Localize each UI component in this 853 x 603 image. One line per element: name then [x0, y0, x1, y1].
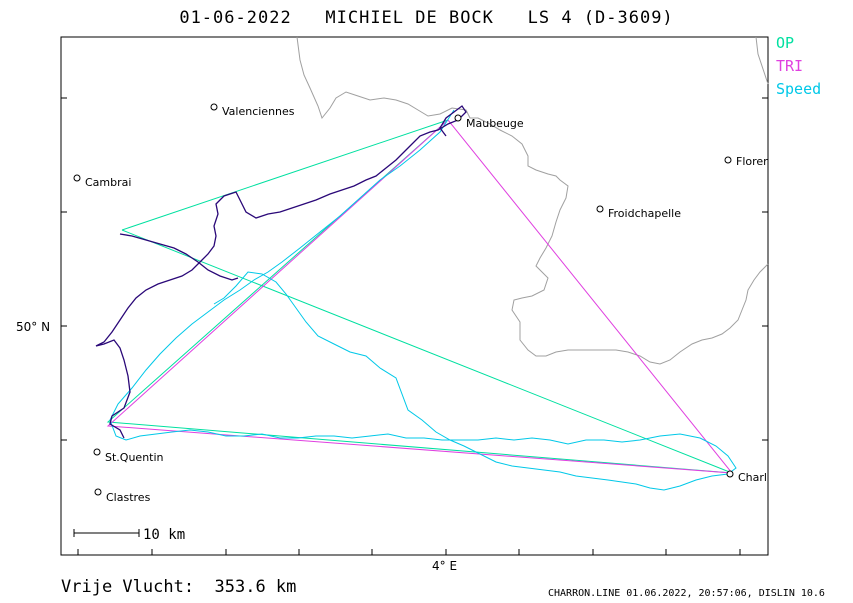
- country-border: [296, 36, 769, 365]
- flight-track-loop: [119, 233, 239, 281]
- place-st-quentin-label: St.Quentin: [105, 451, 164, 464]
- legend-tri: TRI: [776, 57, 804, 75]
- map-title: 01-06-2022 MICHIEL DE BOCK LS 4 (D-3609): [179, 8, 674, 28]
- place-clastres-label: Clastres: [106, 491, 151, 504]
- place-froidchapelle: Froidchapelle: [596, 205, 681, 220]
- op-route: [106, 119, 733, 474]
- place-maubeuge-label: Maubeuge: [466, 117, 524, 130]
- speed-track: [109, 109, 737, 491]
- place-cambrai-label: Cambrai: [85, 176, 131, 189]
- place-valenciennes: Valenciennes: [210, 103, 295, 118]
- place-charleville-label: Charleville: [738, 471, 796, 484]
- place-florennes: Florennes: [724, 155, 790, 168]
- scale-bar-label: 10 km: [143, 527, 185, 543]
- places: Valenciennes Maubeuge Cambrai Florennes …: [73, 103, 796, 504]
- scale-bar: 10 km: [73, 527, 185, 543]
- legend-speed: Speed: [776, 80, 822, 98]
- tri-route: [106, 119, 734, 474]
- place-froidchapelle-label: Froidchapelle: [608, 207, 681, 220]
- axis-ticks: [61, 97, 768, 555]
- place-maubeuge: Maubeuge: [454, 114, 524, 130]
- place-cambrai: Cambrai: [73, 174, 131, 189]
- place-st-quentin: St.Quentin: [93, 448, 164, 464]
- place-charleville: Charleville: [726, 470, 796, 484]
- plot-frame: [60, 36, 769, 556]
- legend-op: OP: [776, 34, 795, 52]
- latitude-label: 50° N: [16, 320, 50, 334]
- place-valenciennes-label: Valenciennes: [222, 105, 295, 118]
- country-border-north: [755, 36, 769, 85]
- longitude-label: 4° E: [432, 559, 457, 573]
- place-florennes-label: Florennes: [736, 155, 790, 168]
- free-flight-distance: Vrije Vlucht: 353.6 km: [61, 577, 297, 597]
- credits-line: CHARRON.LINE 01.06.2022, 20:57:06, DISLI…: [548, 588, 825, 599]
- flight-track: [95, 105, 467, 439]
- place-clastres: Clastres: [94, 488, 151, 504]
